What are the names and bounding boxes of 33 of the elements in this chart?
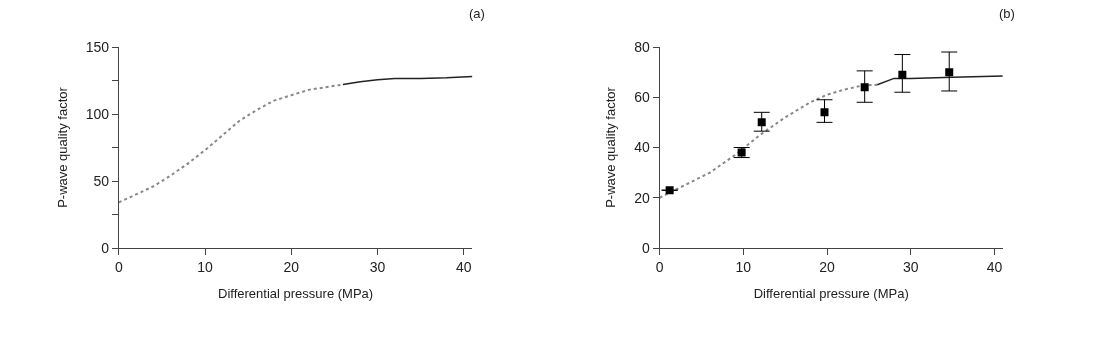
x-tick-label: 20: [283, 258, 300, 275]
y-tick-label: 80: [634, 38, 651, 55]
line-series: [342, 75, 473, 86]
y-tick-label: 150: [85, 38, 110, 55]
y-tick-label: 60: [634, 89, 651, 106]
x-axis-title: Differential pressure (MPa): [753, 286, 909, 302]
x-tick-label: 40: [986, 258, 1003, 275]
point: [665, 186, 674, 195]
x-tick-label: 20: [819, 258, 836, 275]
x-tick-label: 10: [735, 258, 752, 275]
x-axis-title: Differential pressure (MPa): [218, 286, 374, 302]
x-tick-label: 10: [197, 258, 214, 275]
x-tick-label: 0: [114, 258, 123, 275]
y-tick-label: 0: [101, 239, 110, 256]
y-tick-label: 50: [93, 172, 110, 189]
line-series: [659, 83, 879, 199]
point: [757, 118, 766, 127]
y-tick-label: 100: [85, 105, 110, 122]
text: (b): [999, 6, 1015, 21]
y-tick-label: 0: [642, 239, 650, 256]
y-axis-title: P-wave quality factor: [603, 86, 619, 208]
point: [945, 68, 954, 77]
x-tick-label: 30: [902, 258, 919, 275]
text: (a): [469, 6, 485, 21]
x-tick-label: 30: [369, 258, 386, 275]
y-axis-title: P-wave quality factor: [54, 86, 70, 208]
point: [898, 70, 907, 79]
x-tick-label: 0: [655, 258, 664, 275]
point: [820, 108, 829, 117]
y-tick-label: 20: [634, 189, 651, 206]
y-tick-label: 40: [634, 139, 651, 156]
x-tick-label: 40: [455, 258, 472, 275]
point: [860, 83, 869, 92]
